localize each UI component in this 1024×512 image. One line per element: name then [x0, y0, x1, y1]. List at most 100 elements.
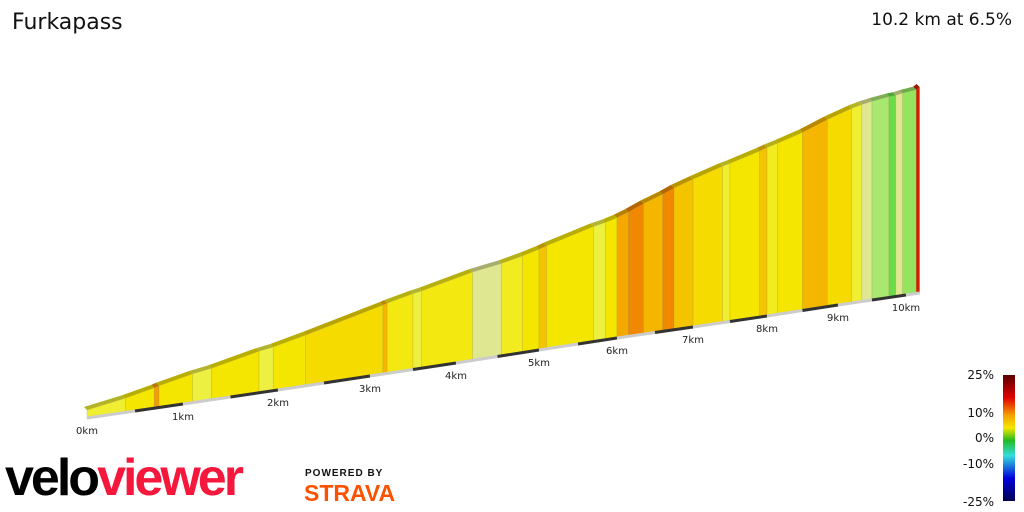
- gradient-segment: [759, 146, 768, 318]
- gradient-segment: [386, 293, 414, 374]
- segment-top-edge: [590, 219, 606, 227]
- segment-top-edge: [519, 246, 539, 256]
- segment-top-edge: [602, 214, 617, 223]
- gradient-segment: [501, 255, 523, 357]
- segment-top-edge: [756, 144, 767, 152]
- gradient-segment: [382, 302, 388, 375]
- gradient-segment: [802, 119, 828, 311]
- veloviewer-logo: veloviewer: [5, 449, 244, 507]
- gradient-segment: [628, 202, 644, 337]
- gradient-segment: [777, 131, 803, 315]
- segment-top-edge: [913, 84, 920, 90]
- distance-axis-band: [369, 368, 414, 378]
- segment-top-edge: [886, 92, 896, 97]
- segment-top-edge: [410, 287, 422, 294]
- segment-top-edge: [774, 129, 803, 144]
- gradient-segment: [472, 263, 502, 361]
- gradient-segment: [153, 385, 160, 409]
- segment-top-edge: [543, 223, 594, 246]
- legend-label-0: 0%: [974, 431, 994, 445]
- distance-axis-band: [412, 361, 457, 371]
- gradient-segment: [692, 165, 723, 328]
- gradient-segment: [522, 248, 540, 353]
- gradient-segment: [643, 193, 663, 335]
- segment-top-edge: [858, 98, 872, 105]
- gradient-segment: [546, 225, 594, 350]
- x-tick-label: 5km: [528, 358, 550, 369]
- x-tick-label: 1km: [172, 412, 194, 423]
- segment-top-edge: [719, 160, 730, 167]
- segment-top-edge: [690, 163, 723, 180]
- distance-axis-band: [654, 325, 694, 334]
- distance-axis-band: [577, 336, 618, 346]
- segment-top-edge: [764, 140, 778, 148]
- segment-top-edge: [189, 365, 212, 374]
- distance-axis-band: [616, 331, 656, 340]
- gradient-segment: [915, 86, 920, 294]
- segment-top-edge: [384, 290, 413, 304]
- legend-label-minus10: -10%: [962, 457, 994, 471]
- x-tick-label: 0km: [76, 426, 98, 437]
- gradient-legend-bar: [1003, 375, 1015, 501]
- segment-top-edge: [659, 184, 674, 195]
- legend-label-minus25: -25%: [962, 495, 994, 509]
- gradient-segment: [902, 89, 917, 296]
- x-tick-label: 10km: [892, 303, 920, 314]
- segment-top-edge: [799, 116, 828, 133]
- segment-top-edge: [270, 332, 306, 347]
- segment-top-edge: [892, 90, 903, 96]
- gradient-segment: [895, 92, 903, 297]
- distance-axis-band: [837, 298, 873, 307]
- distance-axis-band: [538, 342, 579, 352]
- gradient-segment: [593, 222, 606, 342]
- segment-top-edge: [640, 191, 663, 204]
- gradient-segment: [412, 290, 422, 370]
- distance-axis-band: [871, 293, 907, 302]
- gradient-segment: [538, 245, 548, 351]
- segment-top-edge: [824, 105, 852, 120]
- segment-top-edge: [671, 176, 693, 188]
- segment-top-edge: [151, 382, 159, 388]
- strava-logo: STRAVA: [304, 480, 396, 506]
- distance-axis-band: [134, 402, 184, 413]
- segment-top-edge: [469, 260, 502, 272]
- segment-top-edge: [848, 101, 862, 109]
- distance-axis-band: [455, 355, 498, 365]
- segment-top-edge: [727, 148, 760, 164]
- gradient-segment: [662, 187, 675, 332]
- x-tick-label: 3km: [359, 384, 381, 395]
- gradient-segment: [871, 96, 890, 301]
- distance-axis-band: [905, 291, 920, 297]
- gradient-segment: [888, 94, 897, 298]
- x-tick-label: 2km: [267, 398, 289, 409]
- distance-axis-band: [323, 374, 371, 385]
- gradient-segment: [766, 142, 778, 317]
- segment-top-edge: [379, 300, 388, 306]
- climb-title: Furkapass: [12, 10, 123, 35]
- gradient-segment: [258, 346, 274, 394]
- distance-axis-band: [182, 395, 231, 406]
- distance-axis-band: [277, 381, 325, 392]
- segment-top-edge: [302, 302, 383, 336]
- climb-summary: 10.2 km at 6.5%: [871, 10, 1012, 30]
- distance-axis-band: [86, 409, 136, 420]
- legend-label-25: 25%: [967, 368, 994, 382]
- x-tick-label: 9km: [827, 313, 849, 324]
- gradient-segment: [673, 178, 694, 331]
- gradient-segment: [861, 100, 873, 302]
- distance-axis-band: [729, 314, 768, 323]
- x-tick-label: 7km: [682, 335, 704, 346]
- segment-top-edge: [418, 268, 473, 291]
- segment-top-edge: [156, 370, 193, 386]
- distance-axis-band: [497, 348, 540, 358]
- distance-axis-band: [766, 309, 803, 318]
- gradient-segment: [729, 150, 760, 322]
- x-tick-label: 8km: [756, 324, 778, 335]
- segment-top-edge: [208, 348, 259, 369]
- x-tick-label: 6km: [606, 346, 628, 357]
- distance-axis-band: [802, 303, 839, 312]
- segment-top-edge: [869, 93, 889, 102]
- segment-top-edge: [256, 343, 274, 352]
- gradient-segment: [616, 211, 629, 339]
